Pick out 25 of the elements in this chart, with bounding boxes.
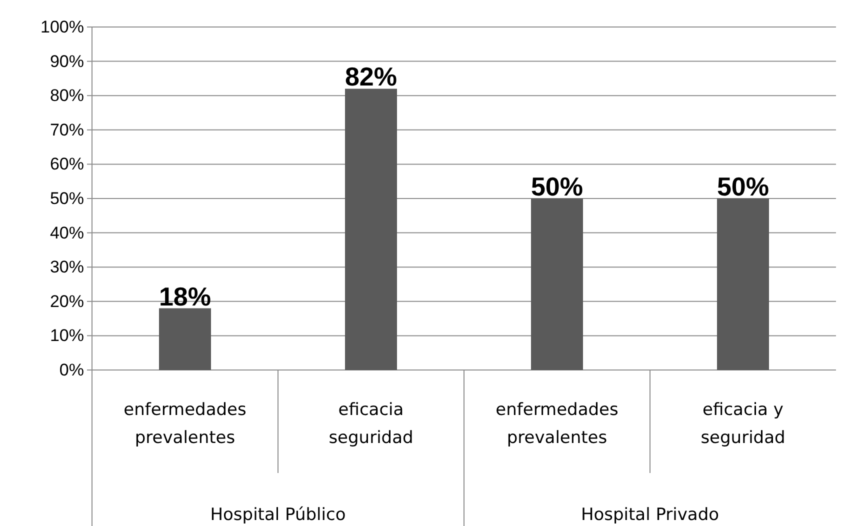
x-tick-label: enfermedades prevalentes: [124, 400, 246, 448]
y-tick-label: 0%: [59, 360, 84, 380]
y-tick-label: 10%: [50, 326, 84, 346]
x-tick-label: enfermedades prevalentes: [496, 400, 618, 448]
y-tick-label: 40%: [50, 223, 84, 242]
text: Hospital Público: [210, 505, 346, 525]
bar: [159, 308, 211, 370]
y-tick-label: 60%: [50, 154, 84, 174]
data-label: 18%: [158, 281, 212, 312]
y-tick-label: 70%: [50, 120, 84, 140]
y-tick-label: 20%: [50, 292, 84, 311]
data-label: 50%: [530, 172, 584, 202]
text: Hospital Privado: [580, 505, 720, 525]
y-tick-label: 80%: [50, 86, 84, 106]
data-label: 82%: [344, 62, 398, 92]
data-label: 50%: [716, 172, 770, 202]
x-tick-label: eficacia y seguridad: [700, 400, 786, 448]
bar: [717, 198, 769, 370]
bar: [531, 198, 583, 370]
y-tick-label: 90%: [50, 52, 84, 71]
y-tick-label: 30%: [50, 258, 84, 277]
y-tick-label: 100%: [40, 17, 84, 36]
y-tick-label: 50%: [50, 188, 84, 208]
x-tick-label: eficacia seguridad: [328, 400, 414, 448]
bar: [345, 88, 397, 370]
